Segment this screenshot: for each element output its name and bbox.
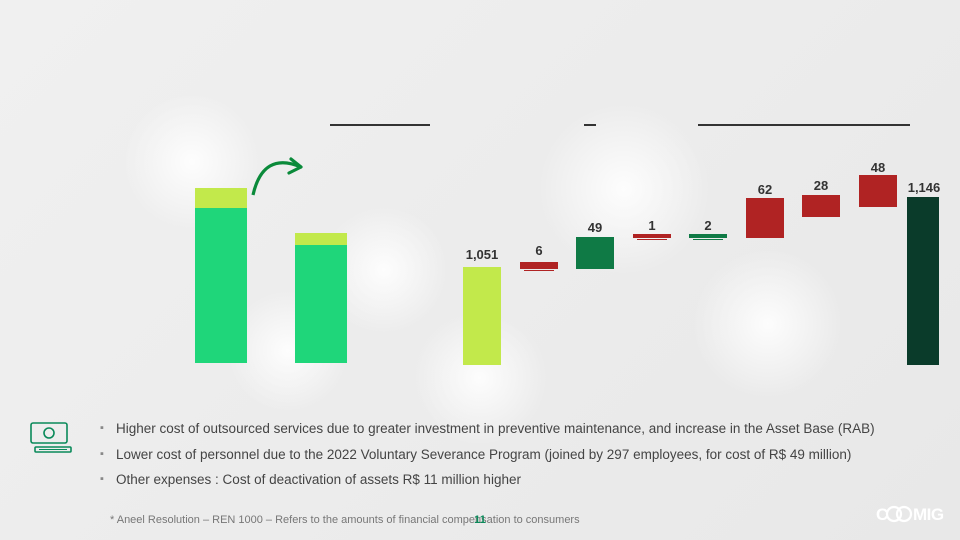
wf-seg <box>746 198 784 238</box>
bullet-item: Lower cost of personnel due to the 2022 … <box>100 444 920 466</box>
wf-seg <box>859 175 897 207</box>
wf-label: 1,051 <box>452 247 512 262</box>
money-icon <box>28 420 74 459</box>
wf-seg <box>520 262 558 269</box>
left-bar-1-top <box>195 188 247 208</box>
wf-tick <box>693 239 723 240</box>
left-bar-2-body <box>295 245 347 363</box>
bullet-list: Higher cost of outsourced services due t… <box>100 418 920 495</box>
ledger-line <box>330 124 430 126</box>
ledger-line <box>698 124 910 126</box>
wf-seg <box>633 234 671 238</box>
decrease-arrow-icon <box>245 145 325 205</box>
footnote: * Aneel Resolution – REN 1000 – Refers t… <box>110 514 580 526</box>
slide: 1,051 6 49 1 2 62 28 <box>0 0 960 540</box>
svg-text:MIG: MIG <box>913 505 944 524</box>
company-logo: C MIG <box>876 503 946 530</box>
wf-label: 2 <box>678 218 738 233</box>
left-bar-2-top <box>295 233 347 245</box>
wf-tick <box>637 239 667 240</box>
wf-seg <box>802 195 840 217</box>
wf-tick <box>524 270 554 271</box>
wf-label: 62 <box>735 182 795 197</box>
bullet-item: Other expenses : Cost of deactivation of… <box>100 469 920 491</box>
wf-label: 6 <box>509 243 569 258</box>
wf-seg <box>576 237 614 269</box>
wf-label: 49 <box>565 220 625 235</box>
wf-seg <box>689 234 727 238</box>
bullet-item: Higher cost of outsourced services due t… <box>100 418 920 440</box>
ledger-line <box>584 124 596 126</box>
wf-label: 28 <box>791 178 851 193</box>
wf-label: 48 <box>848 160 908 175</box>
left-bar-1-body <box>195 208 247 363</box>
wf-seg <box>907 197 939 365</box>
page-number: 11 <box>474 514 486 526</box>
waterfall-chart: 1,051 6 49 1 2 62 28 <box>445 130 930 365</box>
wf-label: 1,146 <box>894 180 954 195</box>
wf-label: 1 <box>622 218 682 233</box>
wf-seg <box>463 267 501 365</box>
